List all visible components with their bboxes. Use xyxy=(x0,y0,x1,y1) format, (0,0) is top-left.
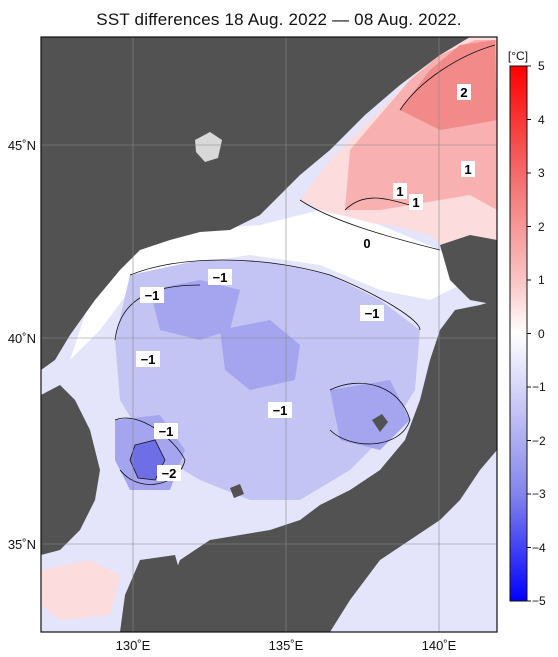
colorbar-tick-label: 0 xyxy=(538,327,545,341)
svg-text:−1: −1 xyxy=(213,270,228,285)
land-island-rishiri xyxy=(195,132,222,162)
map-title: SST differences 18 Aug. 2022 — 08 Aug. 2… xyxy=(96,10,462,29)
colorbar-unit: [°C] xyxy=(508,49,528,63)
lat-label: 35˚N xyxy=(8,537,36,552)
contour-lines xyxy=(114,44,496,485)
land-korea xyxy=(41,385,100,555)
land-kyushu xyxy=(120,555,185,632)
warm-anomaly-strong xyxy=(400,40,497,130)
lat-label: 40˚N xyxy=(8,331,36,346)
map-frame xyxy=(40,36,498,633)
contour-label: −2 xyxy=(157,465,181,481)
contour-label: 2 xyxy=(457,84,471,100)
lon-label: 130˚E xyxy=(116,638,151,653)
map-grid xyxy=(41,37,497,632)
land-island-oki xyxy=(230,484,244,498)
svg-text:1: 1 xyxy=(412,195,419,210)
colorbar-ticks xyxy=(527,65,531,602)
svg-text:−2: −2 xyxy=(162,466,177,481)
cool-deep-spot xyxy=(130,440,165,480)
contour-label: −1 xyxy=(208,269,232,285)
svg-text:1: 1 xyxy=(396,184,403,199)
colorbar-tick-label: 2 xyxy=(538,220,545,234)
contour-label: 1 xyxy=(409,194,423,210)
contour-label: −1 xyxy=(360,305,384,321)
land-hokkaido xyxy=(440,235,497,305)
contour-label: 1 xyxy=(461,161,475,177)
land-continent xyxy=(41,37,470,370)
svg-text:−1: −1 xyxy=(365,306,380,321)
lat-label: 45˚N xyxy=(8,138,36,153)
colorbar-tick-label: 5 xyxy=(538,59,545,73)
contour-label: 1 xyxy=(393,183,407,199)
colorbar-tick-label: 1 xyxy=(538,273,545,287)
colorbar-gradient xyxy=(509,65,528,602)
contour-label: −1 xyxy=(136,351,160,367)
colorbar-tick-label: −3 xyxy=(532,487,546,501)
contour-label: −1 xyxy=(268,402,292,418)
cool-strong-region-2 xyxy=(220,320,300,390)
contour-label: −1 xyxy=(154,423,178,439)
contour-label: −1 xyxy=(140,287,164,303)
svg-text:2: 2 xyxy=(460,85,467,100)
contour-label-group: 2 1 1 1 0 −1 −1 −1 xyxy=(136,84,475,481)
colorbar-tick-label: −2 xyxy=(532,434,546,448)
svg-text:1: 1 xyxy=(464,162,471,177)
svg-text:−1: −1 xyxy=(141,352,156,367)
land-island-sado xyxy=(372,414,388,432)
lon-label: 135˚E xyxy=(269,638,304,653)
svg-text:−1: −1 xyxy=(159,424,174,439)
svg-text:0: 0 xyxy=(363,236,370,251)
colorbar: [°C] 5 4 3 2 1 0 −1 −2 −3 −4 −5 xyxy=(508,49,546,608)
colorbar-tick-label: −1 xyxy=(532,380,546,394)
map-area xyxy=(41,37,497,632)
svg-text:−1: −1 xyxy=(273,403,288,418)
lon-label: 140˚E xyxy=(422,638,457,653)
colorbar-tick-label: −5 xyxy=(532,594,546,608)
land-honshu xyxy=(165,300,497,632)
cool-strong-region xyxy=(150,280,240,340)
warm-spot-sw xyxy=(41,560,120,620)
cool-strong-region-3 xyxy=(330,380,410,450)
colorbar-tick-label: 4 xyxy=(538,113,545,127)
svg-text:−1: −1 xyxy=(145,288,160,303)
colorbar-tick-label: 3 xyxy=(538,166,545,180)
contour-label: 0 xyxy=(360,235,374,251)
colorbar-tick-label: −4 xyxy=(532,541,546,555)
